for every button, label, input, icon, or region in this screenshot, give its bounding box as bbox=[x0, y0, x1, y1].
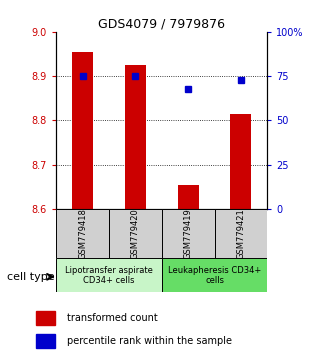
Text: transformed count: transformed count bbox=[67, 313, 157, 323]
Text: cell type: cell type bbox=[7, 272, 54, 282]
Bar bbox=[162, 209, 214, 258]
Bar bbox=[72, 52, 93, 209]
Title: GDS4079 / 7979876: GDS4079 / 7979876 bbox=[98, 18, 225, 31]
Text: GSM779419: GSM779419 bbox=[183, 208, 193, 259]
Bar bbox=[56, 258, 162, 292]
Text: Leukapheresis CD34+
cells: Leukapheresis CD34+ cells bbox=[168, 266, 261, 285]
Text: percentile rank within the sample: percentile rank within the sample bbox=[67, 336, 232, 346]
Bar bbox=[36, 312, 55, 325]
Bar bbox=[125, 65, 146, 209]
Bar bbox=[230, 114, 251, 209]
Text: Lipotransfer aspirate
CD34+ cells: Lipotransfer aspirate CD34+ cells bbox=[65, 266, 153, 285]
Text: GSM779421: GSM779421 bbox=[236, 208, 246, 259]
Bar bbox=[214, 209, 267, 258]
Bar bbox=[56, 209, 109, 258]
Text: GSM779418: GSM779418 bbox=[78, 208, 87, 259]
Bar bbox=[109, 209, 162, 258]
Bar bbox=[162, 258, 267, 292]
Bar bbox=[178, 184, 199, 209]
Text: GSM779420: GSM779420 bbox=[131, 208, 140, 259]
Bar bbox=[36, 334, 55, 348]
